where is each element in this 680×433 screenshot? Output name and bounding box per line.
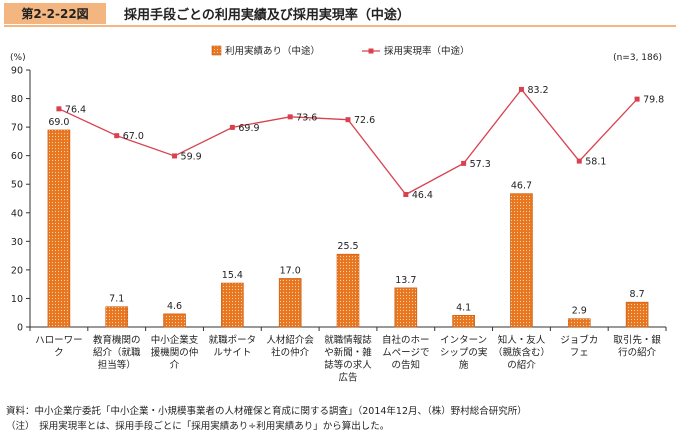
legend-label-bar: 利用実績あり（中途） — [225, 45, 320, 57]
sample-size-label: (n=3, 186) — [613, 53, 662, 63]
category-label: ハローワー — [35, 335, 83, 346]
bar-value-label: 7.1 — [109, 294, 124, 305]
y-tick-label: 80 — [11, 94, 23, 105]
bar — [221, 282, 244, 328]
bar-value-label: 8.7 — [630, 289, 645, 300]
line-marker — [461, 160, 467, 166]
source-note: 資料：中小企業庁委託「中小企業・小規模事業者の人材確保と育成に関する調査」（20… — [6, 406, 527, 417]
line-value-label: 46.4 — [412, 190, 433, 201]
y-tick-label: 20 — [11, 265, 23, 276]
definition-note: （注） 採用実現率とは、採用手段ごとに「採用実績あり÷利用実績あり」から算出した… — [6, 421, 390, 432]
line-value-label: 79.8 — [643, 95, 664, 106]
category-label: 就職ポータ — [209, 334, 257, 346]
y-tick-label: 60 — [11, 151, 23, 162]
line-marker — [114, 133, 120, 139]
category-label: 施 — [459, 359, 469, 371]
bar-value-label: 4.6 — [167, 301, 182, 312]
category-label: ルサイト — [213, 348, 251, 359]
bar — [47, 129, 71, 328]
bar — [567, 318, 591, 328]
legend-swatch-line — [368, 48, 374, 54]
y-tick-label: 50 — [11, 180, 23, 191]
line-marker — [172, 153, 178, 159]
figure-title: 採用手段ごとの利用実績及び採用実現率（中途） — [124, 8, 410, 23]
y-tick-label: 30 — [11, 237, 23, 248]
line-marker — [229, 124, 235, 130]
category-label: ク — [54, 348, 64, 359]
line-value-label: 72.6 — [354, 115, 375, 126]
line-marker — [345, 117, 351, 123]
category-label: （親族含む） — [493, 347, 550, 359]
legend-label-line: 採用実現率（中途） — [384, 45, 470, 57]
category-label: 人材紹介会 — [266, 334, 314, 346]
title-underline — [4, 25, 676, 27]
category-label: 中小企業支 — [151, 334, 199, 346]
bar-value-label: 13.7 — [395, 275, 416, 286]
bar-value-label: 15.4 — [222, 270, 243, 281]
category-label: や新聞・雑 — [324, 347, 372, 359]
category-label: 誌等の求人 — [324, 359, 372, 371]
bar — [510, 193, 533, 328]
category-label: 就職情報誌 — [324, 334, 372, 346]
bar — [625, 301, 649, 328]
line-marker — [576, 158, 582, 164]
bar-value-label: 46.7 — [511, 181, 532, 192]
bar — [105, 306, 129, 328]
category-label: ムページで — [382, 348, 429, 359]
line-marker — [287, 114, 293, 120]
y-unit-label: (%) — [10, 53, 26, 63]
line-marker — [56, 106, 62, 112]
bar — [336, 253, 360, 328]
bar-value-label: 69.0 — [48, 117, 69, 128]
category-label: 社の仲介 — [271, 347, 310, 359]
bar-value-label: 4.1 — [456, 302, 471, 313]
bar-value-label: 25.5 — [337, 241, 358, 252]
line-value-label: 69.9 — [238, 123, 259, 134]
y-tick-label: 0 — [17, 323, 23, 334]
figure-number-label: 第2-2-22図 — [4, 3, 106, 24]
line-value-label: 57.3 — [470, 159, 491, 170]
category-label: 取引先・銀 — [613, 334, 661, 346]
line-value-label: 59.9 — [181, 151, 202, 162]
line-series — [58, 88, 638, 196]
category-label: 紹介（就職 — [93, 347, 141, 359]
line-value-label: 58.1 — [585, 157, 606, 168]
category-label: 自社のホー — [382, 334, 430, 346]
category-label: の紹介 — [507, 359, 536, 371]
category-label: 介 — [170, 360, 180, 371]
category-label: シップの実 — [440, 347, 488, 359]
line-value-label: 76.4 — [65, 104, 86, 115]
line-value-label: 83.2 — [527, 85, 548, 96]
y-tick-label: 40 — [11, 208, 23, 219]
y-tick-label: 90 — [11, 66, 23, 77]
category-label: の告知 — [392, 359, 421, 371]
category-label: 担当等） — [98, 359, 136, 371]
category-label: 知人・友人 — [498, 334, 546, 346]
line-marker — [634, 96, 640, 102]
bar — [163, 313, 186, 328]
line-marker — [518, 86, 524, 92]
bar-value-label: 2.9 — [572, 306, 587, 317]
category-label: ジョブカ — [560, 334, 598, 346]
line-value-label: 73.6 — [296, 112, 317, 123]
category-label: 行の紹介 — [618, 347, 657, 359]
category-label: 広告 — [338, 372, 357, 384]
y-tick-label: 70 — [11, 123, 23, 134]
bar-value-label: 17.0 — [280, 265, 301, 276]
line-value-label: 67.0 — [123, 131, 144, 142]
y-tick-label: 10 — [11, 294, 23, 305]
category-label: インターン — [440, 335, 487, 346]
category-label: 教育機関の — [93, 334, 141, 346]
bar — [278, 278, 302, 328]
category-label: フェ — [570, 348, 589, 359]
legend-swatch-bar — [211, 45, 222, 56]
line-marker — [403, 192, 409, 198]
bar — [394, 287, 418, 328]
bar — [452, 314, 475, 328]
category-label: 援機関の仲 — [151, 347, 199, 359]
